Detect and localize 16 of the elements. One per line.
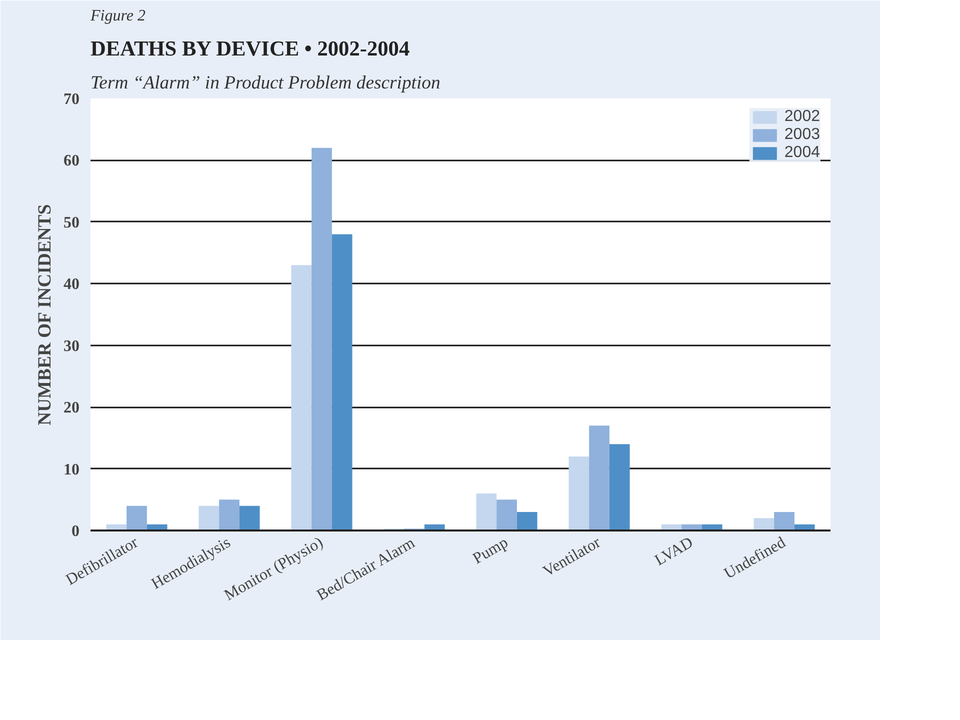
chart-title: DEATHS BY DEVICE • 2002-2004 [90,36,410,60]
y-tick-label: 40 [64,276,80,294]
y-tick-label: 0 [72,523,80,540]
y-tick-label: 60 [64,152,80,170]
y-tick-label: 70 [64,91,80,108]
y-tick-label: 10 [64,461,80,478]
legend-label: 2003 [784,126,820,144]
legend-label: 2004 [784,144,820,162]
caption: Figure 2 [90,8,146,24]
y-axis-title: NUMBER OF INCIDENTS [34,204,56,426]
y-tick-label: 30 [64,338,80,355]
legend-label: 2002 [784,108,820,126]
x-tick-label: Pump [470,534,511,568]
y-tick-label: 50 [64,214,80,232]
chart-subtitle: Term “Alarm” in Product Problem description [90,72,440,94]
y-tick-label: 20 [64,400,80,417]
